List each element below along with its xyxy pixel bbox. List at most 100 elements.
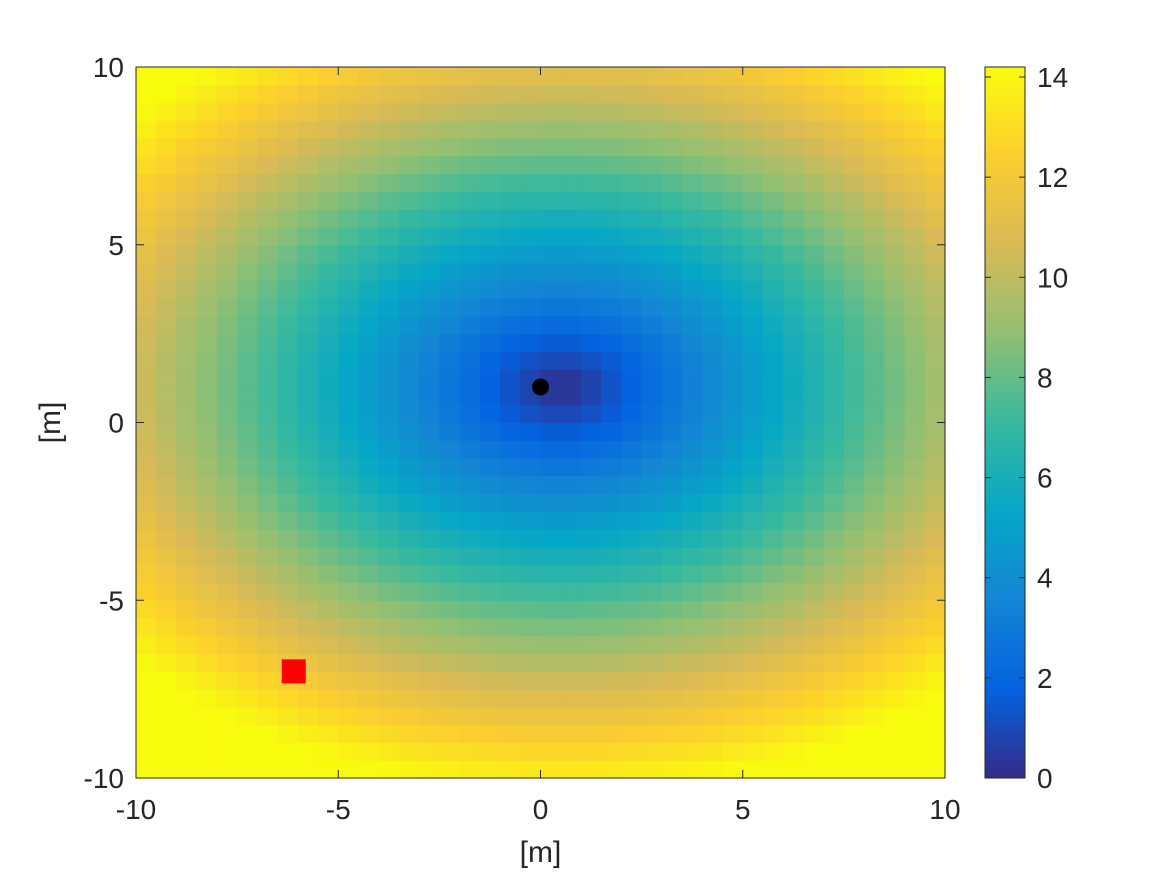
heatmap-cell	[257, 511, 279, 530]
heatmap-cell	[318, 475, 339, 495]
heatmap-cell	[318, 760, 339, 779]
heatmap-cell	[338, 742, 360, 761]
heatmap-cell	[398, 546, 420, 566]
heatmap-cell	[277, 618, 299, 637]
heatmap-cell	[661, 511, 683, 530]
heatmap-cell	[358, 422, 380, 441]
heatmap-cell	[742, 653, 764, 672]
heatmap-cell	[843, 298, 865, 317]
heatmap-cell	[803, 511, 825, 530]
heatmap-cell	[641, 209, 663, 228]
heatmap-cell	[702, 191, 724, 210]
heatmap-cell	[500, 422, 521, 441]
heatmap-cell	[762, 724, 784, 744]
heatmap-cell	[803, 404, 825, 424]
heatmap-cell	[580, 440, 602, 459]
heatmap-cell	[540, 706, 562, 726]
heatmap-cell	[156, 404, 178, 424]
heatmap-cell	[601, 760, 622, 779]
heatmap-cell	[136, 138, 157, 157]
heatmap-cell	[682, 262, 703, 281]
heatmap-cell	[318, 369, 339, 388]
heatmap-cell	[398, 67, 420, 86]
heatmap-cell	[641, 138, 663, 157]
heatmap-cell	[176, 529, 198, 548]
heatmap-cell	[479, 618, 501, 637]
heatmap-cell	[216, 333, 238, 352]
heatmap-cell	[237, 760, 258, 779]
heatmap-cell	[742, 280, 764, 299]
heatmap-cell	[621, 600, 643, 619]
heatmap-cell	[661, 582, 683, 601]
heatmap-cell	[843, 582, 865, 601]
heatmap-cell	[823, 191, 845, 210]
heatmap-cell	[156, 511, 178, 530]
heatmap-cell	[742, 173, 764, 193]
heatmap-cell	[803, 244, 825, 264]
y-axis-label: [m]	[34, 402, 67, 444]
heatmap-cell	[580, 689, 602, 708]
heatmap-cell	[479, 635, 501, 655]
heatmap-cell	[601, 226, 622, 246]
heatmap-cell	[277, 706, 299, 726]
heatmap-cell	[783, 138, 805, 157]
heatmap-cell	[864, 706, 885, 726]
heatmap-cell	[641, 155, 663, 175]
heatmap-cell	[196, 600, 218, 619]
x-tick-label: -10	[116, 794, 156, 825]
heatmap-cell	[762, 546, 784, 566]
heatmap-cell	[580, 760, 602, 779]
heatmap-cell	[398, 244, 420, 264]
heatmap-cell	[722, 120, 744, 139]
heatmap-cell	[216, 422, 238, 441]
heatmap-cell	[762, 102, 784, 121]
heatmap-cell	[136, 422, 157, 441]
heatmap-cell	[742, 475, 764, 495]
heatmap-cell	[479, 760, 501, 779]
heatmap-cell	[176, 706, 198, 726]
heatmap-cell	[924, 298, 946, 317]
heatmap-cell	[904, 493, 926, 512]
heatmap-cell	[702, 671, 724, 690]
heatmap-cell	[762, 244, 784, 264]
heatmap-cell	[803, 635, 825, 655]
heatmap-cell	[216, 493, 238, 512]
heatmap-cell	[500, 209, 521, 228]
heatmap-cell	[277, 440, 299, 459]
heatmap-cell	[823, 315, 845, 335]
heatmap-cell	[156, 386, 178, 406]
heatmap-cell	[783, 653, 805, 672]
heatmap-cell	[136, 351, 157, 370]
heatmap-cell	[439, 671, 461, 690]
heatmap-cell	[580, 262, 602, 281]
heatmap-cell	[439, 120, 461, 139]
heatmap-cell	[722, 582, 744, 601]
heatmap-cell	[156, 440, 178, 459]
heatmap-cell	[378, 422, 400, 441]
heatmap-cell	[338, 440, 360, 459]
heatmap-cell	[540, 724, 562, 744]
heatmap-cell	[924, 138, 946, 157]
heatmap-cell	[479, 102, 501, 121]
heatmap-cell	[439, 653, 461, 672]
heatmap-cell	[136, 155, 157, 175]
heatmap-cell	[641, 724, 663, 744]
heatmap-cell	[520, 280, 542, 299]
heatmap-cell	[884, 404, 906, 424]
heatmap-cell	[924, 511, 946, 530]
heatmap-cell	[601, 262, 622, 281]
heatmap-cell	[762, 493, 784, 512]
heatmap-cell	[176, 582, 198, 601]
heatmap-cell	[439, 280, 461, 299]
heatmap-cell	[580, 315, 602, 335]
heatmap-cell	[580, 351, 602, 370]
heatmap-cell	[661, 706, 683, 726]
heatmap-cell	[924, 67, 946, 86]
heatmap-cell	[358, 742, 380, 761]
heatmap-cell	[803, 582, 825, 601]
heatmap-cell	[904, 120, 926, 139]
heatmap-cell	[742, 422, 764, 441]
heatmap-cell	[823, 635, 845, 655]
heatmap-cell	[176, 386, 198, 406]
heatmap-cell	[783, 369, 805, 388]
